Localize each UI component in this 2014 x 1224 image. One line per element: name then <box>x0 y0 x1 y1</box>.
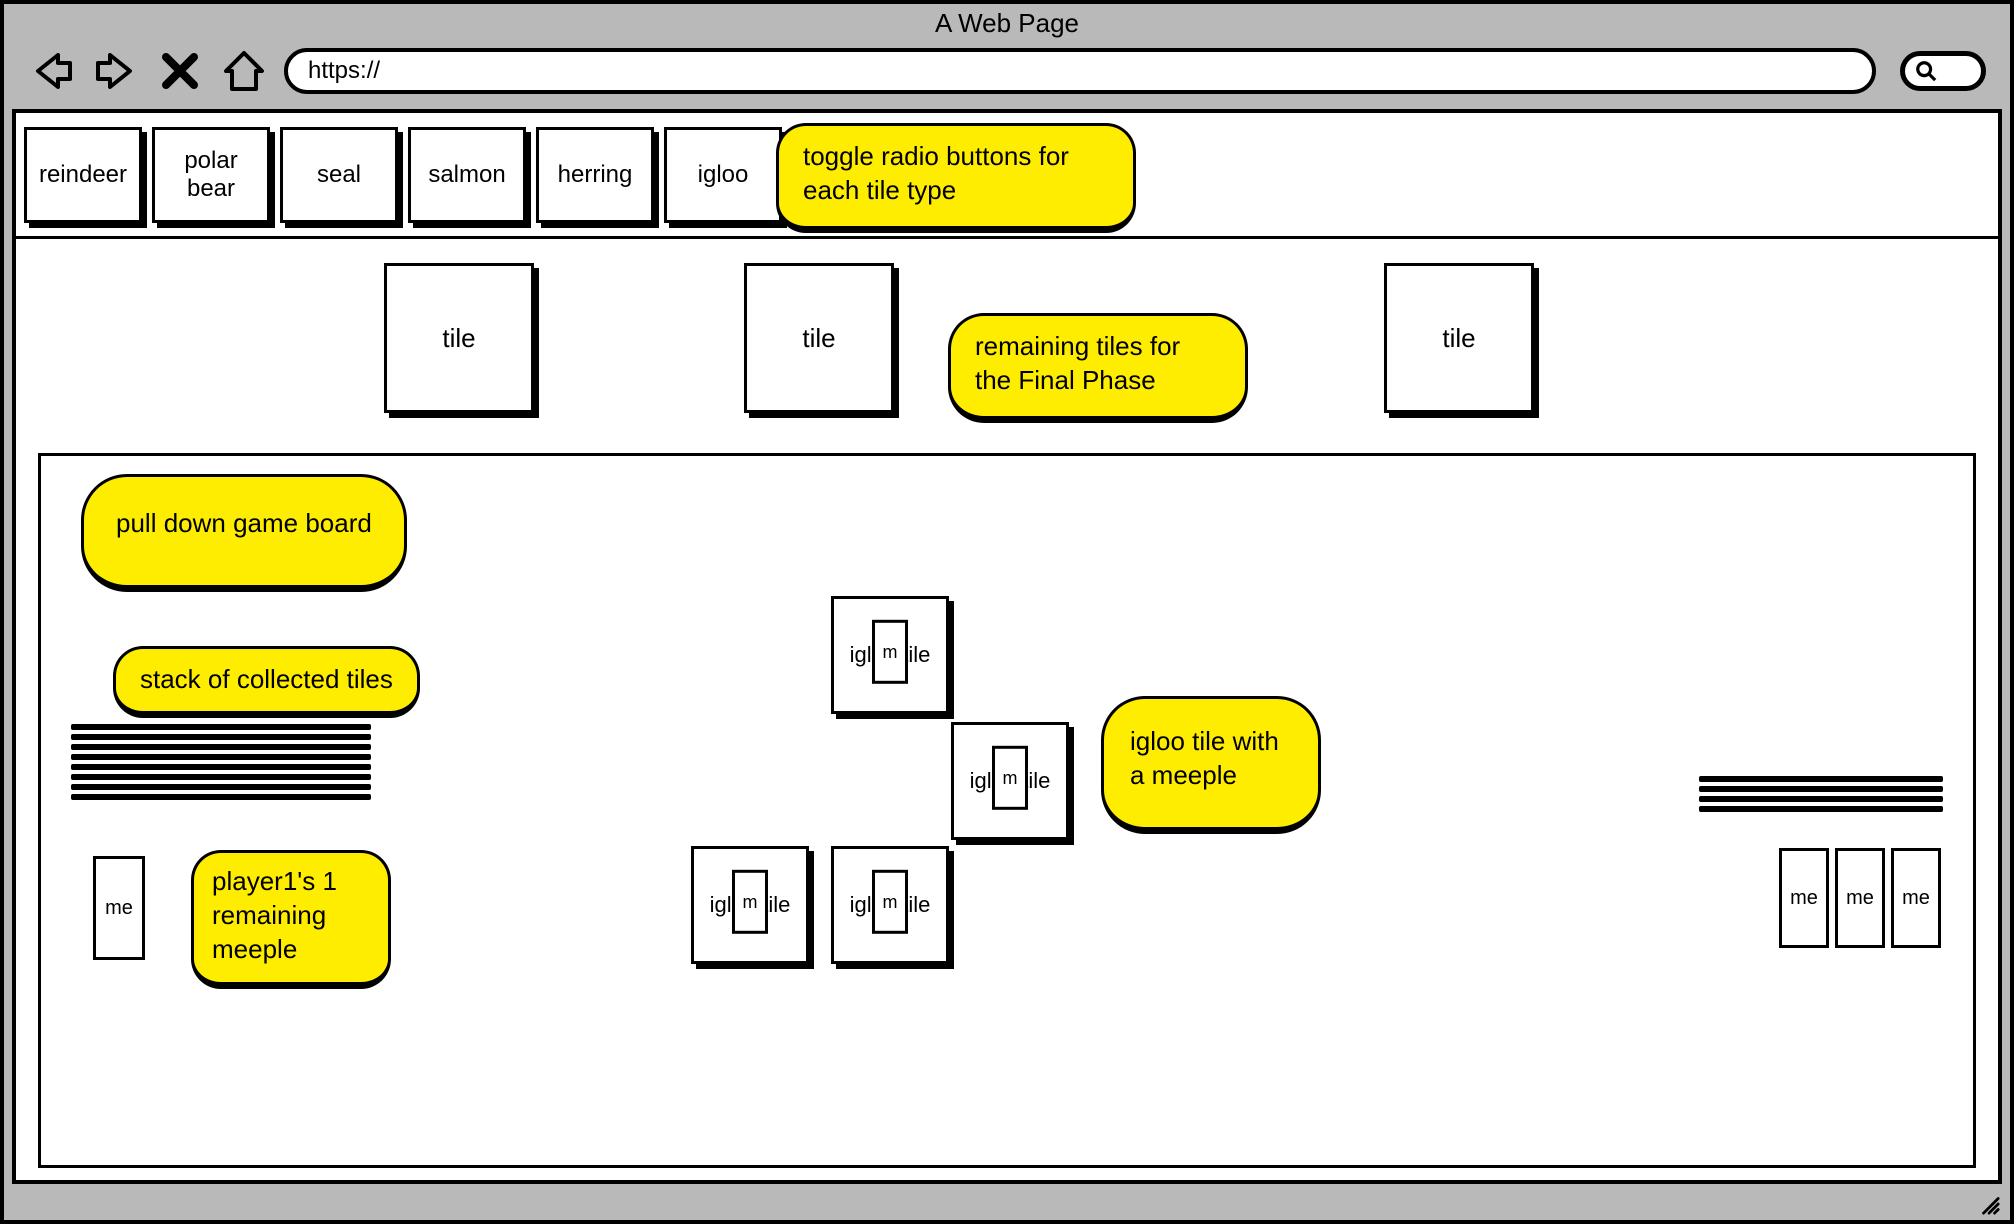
url-text: https:// <box>308 57 380 85</box>
search-button[interactable] <box>1900 51 1986 91</box>
board-igloo-tile[interactable]: igloo tile m <box>831 846 949 964</box>
tile-type-salmon[interactable]: salmon <box>408 127 526 223</box>
board-igloo-tile[interactable]: igloo tile m <box>951 722 1069 840</box>
tile-type-herring[interactable]: herring <box>536 127 654 223</box>
player2-collected-stack[interactable] <box>1699 776 1943 812</box>
window-title: A Web Page <box>4 4 2010 41</box>
player1-meeple[interactable]: me <box>93 856 145 960</box>
url-bar[interactable]: https:// <box>284 48 1876 94</box>
page-canvas: reindeer polar bear seal salmon herring … <box>12 109 2002 1184</box>
note-stack: stack of collected tiles <box>113 646 420 718</box>
tile-type-reindeer[interactable]: reindeer <box>24 127 142 223</box>
resize-grip-icon[interactable] <box>1978 1193 2000 1220</box>
player1-collected-stack[interactable] <box>71 724 371 800</box>
player2-meeple[interactable]: me <box>1835 848 1885 948</box>
status-bar <box>4 1192 2010 1220</box>
browser-window: A Web Page https:// reindeer polar bear … <box>0 0 2014 1224</box>
remaining-tile[interactable]: tile <box>384 263 534 413</box>
back-icon[interactable] <box>28 47 76 95</box>
board-igloo-tile[interactable]: igloo tile m <box>831 596 949 714</box>
note-p1-meeple: player1's 1 remaining meeple <box>191 850 391 989</box>
player2-meeple[interactable]: me <box>1891 848 1941 948</box>
tile-type-seal[interactable]: seal <box>280 127 398 223</box>
meeple-on-tile[interactable]: m <box>992 746 1028 810</box>
note-remaining-tiles: remaining tiles for the Final Phase <box>948 313 1248 423</box>
home-icon[interactable] <box>220 47 268 95</box>
player2-meeple[interactable]: me <box>1779 848 1829 948</box>
forward-icon[interactable] <box>92 47 140 95</box>
browser-toolbar: https:// <box>4 41 2010 109</box>
meeple-on-tile[interactable]: m <box>872 870 908 934</box>
tile-type-igloo[interactable]: igloo <box>664 127 782 223</box>
meeple-on-tile[interactable]: m <box>872 620 908 684</box>
meeple-on-tile[interactable]: m <box>732 870 768 934</box>
remaining-tile[interactable]: tile <box>1384 263 1534 413</box>
stop-icon[interactable] <box>156 47 204 95</box>
search-icon <box>1915 60 1937 82</box>
note-tile-types: toggle radio buttons for each tile type <box>776 123 1136 233</box>
board-igloo-tile[interactable]: igloo tile m <box>691 846 809 964</box>
tile-type-polar-bear[interactable]: polar bear <box>152 127 270 223</box>
remaining-tile[interactable]: tile <box>744 263 894 413</box>
game-board[interactable]: pull down game board stack of collected … <box>38 453 1976 1168</box>
note-igloo-meeple: igloo tile with a meeple <box>1101 696 1321 834</box>
note-board: pull down game board <box>81 474 407 592</box>
